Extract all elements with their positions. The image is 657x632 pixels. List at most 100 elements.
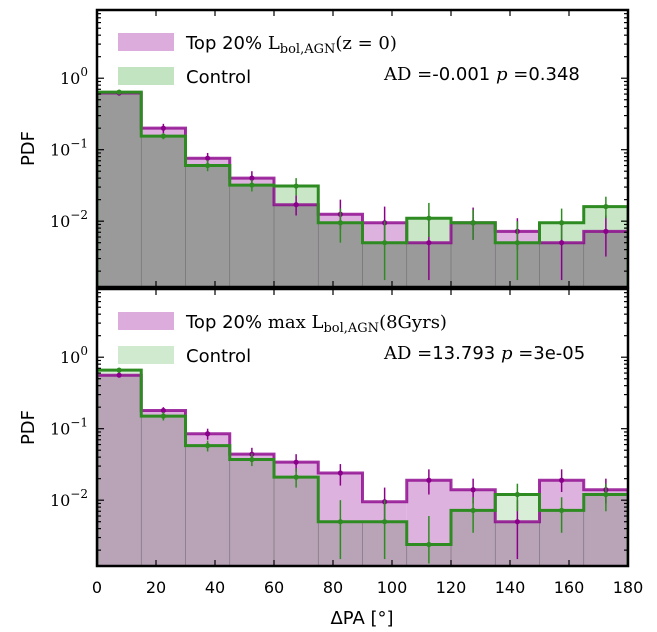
bottom-overlap-bar-4 xyxy=(274,477,319,566)
bottom-series1-point-5 xyxy=(337,519,343,525)
x-tick-label-1: 20 xyxy=(146,578,166,597)
bottom-bin-separators xyxy=(140,416,585,566)
bottom-series1-point-11 xyxy=(603,491,609,498)
top-series0-point-7 xyxy=(426,240,432,246)
bottom-series0-point-4 xyxy=(293,459,299,465)
x-tick-label-4: 80 xyxy=(323,578,343,597)
top-series1-errorbars xyxy=(116,89,609,281)
top-series1-point-9 xyxy=(514,240,520,246)
bottom-series0-point-8 xyxy=(470,487,476,493)
x-tick-label-6: 120 xyxy=(436,578,467,597)
bottom-series1-point-6 xyxy=(382,519,388,525)
top-series1-point-7 xyxy=(426,215,432,221)
bottom-y-tick-label-2: 10−2 xyxy=(50,487,88,510)
top-ad-annotation: AD =-0.001 p =0.348 xyxy=(383,64,580,85)
top-series0-point-2 xyxy=(205,155,211,161)
bottom-ad-annotation: AD =13.793 p =3e-05 xyxy=(383,343,585,364)
bottom-series0-point-9 xyxy=(514,519,520,525)
top-series0-point-1 xyxy=(160,125,166,131)
top-overlap-bar-0 xyxy=(97,93,142,287)
bottom-overlap-bar-2 xyxy=(185,445,230,566)
bottom-panel: 100 10−1 10−2 PDF Top 20% max Lbol,AGN(8Gyrs… xyxy=(18,287,630,568)
top-overlap-bar-3 xyxy=(229,185,274,287)
top-series1-point-3 xyxy=(249,182,255,188)
bottom-series0-point-5 xyxy=(337,470,343,476)
bottom-overlap xyxy=(97,375,628,566)
top-overlap-bar-1 xyxy=(141,136,186,287)
x-axis-label: ΔPA [°] xyxy=(330,608,393,629)
x-tick-label-2: 40 xyxy=(205,578,225,597)
top-series1-point-5 xyxy=(337,220,343,226)
bottom-series1-outline xyxy=(97,368,628,566)
bottom-series1-point-4 xyxy=(293,474,299,480)
top-series1-point-0 xyxy=(116,89,122,95)
top-series1-point-2 xyxy=(205,162,211,169)
top-series1-point-4 xyxy=(293,183,299,189)
bottom-legend-swatch-1 xyxy=(118,346,174,364)
x-tick-label-0: 0 xyxy=(92,578,102,597)
x-tick-label-5: 100 xyxy=(377,578,408,597)
top-bin-separators xyxy=(140,136,585,287)
top-ticks xyxy=(96,9,629,287)
bottom-series1-errorbars xyxy=(116,367,609,564)
top-legend-swatch-0 xyxy=(118,33,174,51)
x-tick-label-9: 180 xyxy=(613,578,644,597)
top-series1-point-1 xyxy=(160,133,166,139)
top-y-tick-label-0: 100 xyxy=(60,65,88,88)
top-plot-area xyxy=(97,89,628,287)
top-panel: 100 10−1 10−2 PDF Top 20% Lbol,AGN(z = 0) Con… xyxy=(18,8,630,289)
top-y-axis-label: PDF xyxy=(18,131,39,166)
top-series0-point-11 xyxy=(603,228,609,234)
top-overlap-bar-2 xyxy=(185,165,230,287)
top-series0-point-10 xyxy=(559,240,565,246)
bottom-series0-point-2 xyxy=(205,431,211,437)
top-axes-frame xyxy=(95,8,630,289)
top-legend-label-1: Control xyxy=(186,67,251,88)
bottom-axes-frame xyxy=(95,287,630,568)
top-y-tick-label-1: 10−1 xyxy=(50,137,88,160)
bottom-series1-point-8 xyxy=(470,507,476,513)
top-legend-swatch-1 xyxy=(118,67,174,85)
x-axis-tick-labels: 0 20 40 60 80 100 120 140 160 180 xyxy=(92,578,643,597)
top-series1-point-10 xyxy=(559,220,565,226)
bottom-y-tick-label-1: 10−1 xyxy=(50,416,88,439)
bottom-series1-point-10 xyxy=(559,507,565,513)
bottom-series0-point-1 xyxy=(160,407,166,414)
bottom-series1-point-7 xyxy=(426,541,432,548)
bottom-series1-point-2 xyxy=(205,443,211,449)
bottom-y-tick-label-0: 100 xyxy=(60,344,88,367)
top-series0-point-3 xyxy=(249,175,255,181)
bottom-series1-point-9 xyxy=(514,491,520,498)
top-legend: Top 20% Lbol,AGN(z = 0) Control xyxy=(118,33,397,88)
x-tick-label-8: 160 xyxy=(554,578,585,597)
bottom-series0-point-0 xyxy=(116,372,122,378)
bottom-overlap-bar-3 xyxy=(229,459,274,566)
top-series1-point-11 xyxy=(603,203,609,210)
top-overlap-bar-4 xyxy=(274,204,319,287)
top-series1-outline xyxy=(97,90,628,287)
bottom-series0-outline xyxy=(97,373,628,566)
x-tick-label-7: 140 xyxy=(495,578,526,597)
bottom-y-tick-labels: 100 10−1 10−2 xyxy=(50,344,88,510)
bottom-ticks xyxy=(96,288,629,566)
bottom-series0-point-7 xyxy=(426,477,432,483)
bottom-legend-swatch-0 xyxy=(118,312,174,330)
bottom-plot-area xyxy=(97,367,628,566)
bottom-legend-label-0: Top 20% max Lbol,AGN(8Gyrs) xyxy=(185,312,447,336)
bottom-series1-point-1 xyxy=(160,413,166,419)
top-series1-point-6 xyxy=(382,240,388,246)
top-y-tick-labels: 100 10−1 10−2 xyxy=(50,65,88,231)
bottom-series0-point-10 xyxy=(559,477,565,483)
bottom-legend-label-1: Control xyxy=(186,346,251,367)
top-series1-point-8 xyxy=(470,220,476,226)
bottom-overlap-bar-0 xyxy=(97,375,142,566)
top-series0-point-4 xyxy=(293,202,299,208)
top-y-tick-label-2: 10−2 xyxy=(50,208,88,231)
bottom-overlap-bar-1 xyxy=(141,416,186,566)
x-tick-label-3: 60 xyxy=(264,578,284,597)
top-legend-label-0: Top 20% Lbol,AGN(z = 0) xyxy=(185,33,397,57)
bottom-legend: Top 20% max Lbol,AGN(8Gyrs) Control xyxy=(118,312,447,367)
bottom-series1-point-0 xyxy=(116,367,122,373)
bottom-series1-point-3 xyxy=(249,456,255,463)
